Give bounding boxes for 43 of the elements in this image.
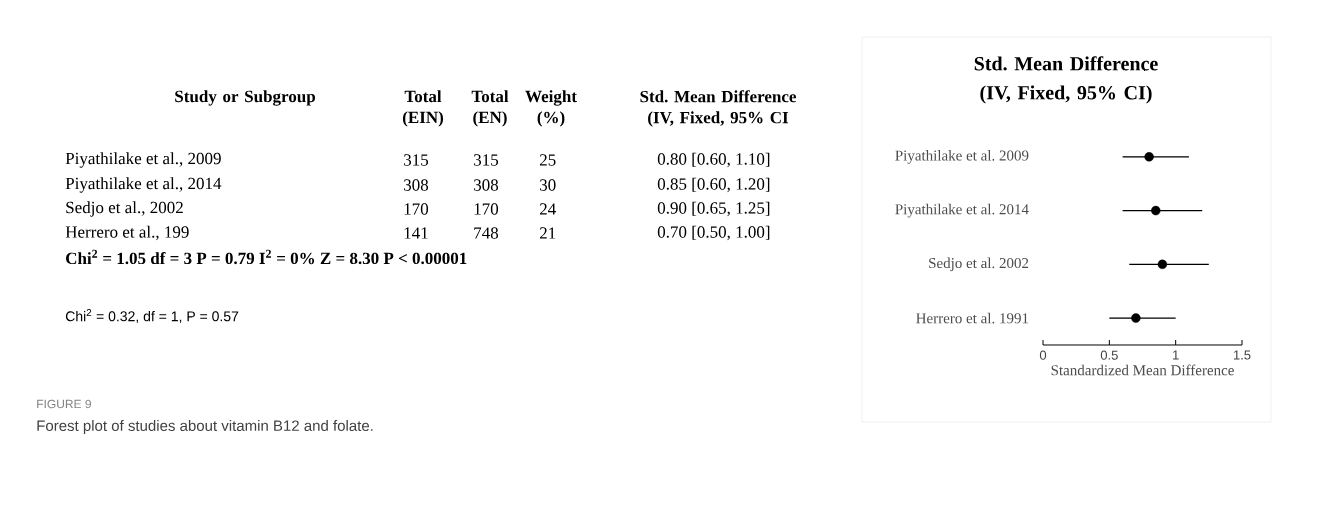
text: 308: [474, 179, 499, 191]
text: Forest plot of studies about vitamin B12 and folate.: [37, 420, 373, 434]
text: 170: [404, 203, 429, 215]
x-tick-label: 0.5: [1100, 350, 1118, 360]
point: [1157, 259, 1168, 270]
text: Herrero et al., 199: [65, 225, 189, 241]
text: 21: [539, 227, 556, 239]
text: 748: [474, 227, 499, 239]
y-tick-label: Piyathilake et al. 2014: [895, 203, 1029, 218]
text: 0.90 [0.65, 1.25]: [657, 201, 770, 217]
text: Piyathilake et al., 2014: [65, 177, 222, 193]
x-tick-label: 1: [1173, 350, 1179, 360]
text: 0.70 [0.50, 1.00]: [657, 225, 770, 241]
text: Piyathilake et al., 2009: [65, 152, 221, 168]
x-axis-title: Standardized Mean Difference: [1051, 364, 1234, 376]
text: 30: [540, 179, 556, 191]
x-tick-label: 1.5: [1233, 350, 1251, 360]
text: Sedjo et al., 2002: [66, 201, 183, 217]
y-tick-label: Herrero et al. 1991: [916, 312, 1029, 324]
text: 308: [404, 179, 429, 191]
text: 141: [404, 227, 428, 239]
point: [1131, 313, 1141, 323]
caption: FIGURE 9: [37, 399, 91, 409]
point: [1151, 205, 1161, 216]
text: 170: [474, 203, 499, 215]
text: 0.85 [0.60, 1.20]: [657, 177, 770, 193]
text: Total (EIN): [402, 90, 444, 127]
text: 0.80 [0.60, 1.10]: [657, 152, 770, 168]
text: Weight (%): [525, 90, 577, 127]
y-tick-label: Piyathilake et al. 2009: [895, 150, 1029, 164]
text: 24: [539, 203, 556, 215]
text: Chi$^{2}$ = 1.05 df = 3 P = 0.79 I$^{2}$ = 0% Z = 8.30 P < 0.00001: [66, 249, 467, 265]
point: [1144, 152, 1154, 162]
x-tick-label: 0: [1039, 350, 1047, 360]
text: 315: [404, 154, 429, 166]
text: 315: [474, 154, 499, 166]
text: 25: [539, 154, 556, 166]
text: Std. Mean Difference (IV, Fixed, 95% CI: [640, 90, 797, 127]
text: Chi$^{2}$ = 0.32, df = 1, P = 0.57: [65, 309, 239, 323]
chart-title: Std. Mean Difference (IV, Fixed, 95% CI): [974, 56, 1158, 104]
text: Study or Subgroup: [175, 90, 316, 106]
y-tick-label: Sedjo et al. 2002: [929, 257, 1029, 272]
text: Total (EN): [471, 90, 509, 127]
